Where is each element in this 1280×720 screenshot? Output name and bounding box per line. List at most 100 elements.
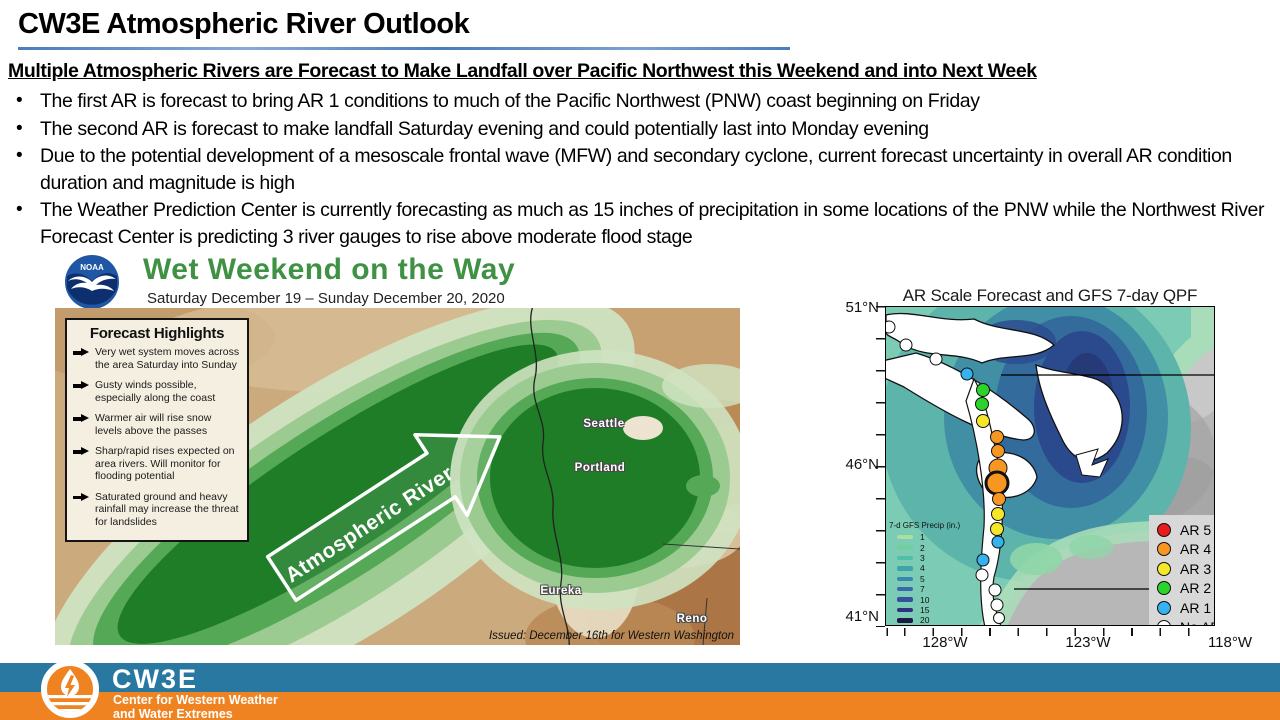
- precip-color-swatch: [897, 576, 913, 581]
- station-dot: [993, 612, 1005, 624]
- arrow-right-icon: [73, 348, 89, 356]
- bullet-item: The second AR is forecast to make landfa…: [14, 116, 1270, 143]
- arrow-right-icon: [73, 414, 89, 422]
- footer-tagline-line1: Center for Western Weather: [113, 693, 278, 707]
- svg-text:NOAA: NOAA: [80, 263, 104, 272]
- noaa-forecast-graphic: NOAA Wet Weekend on the Way Saturday Dec…: [55, 253, 740, 645]
- footer-tagline-line2: and Water Extremes: [113, 706, 233, 720]
- precip-legend-row: 3: [889, 553, 981, 563]
- precip-legend-row: 7: [889, 584, 981, 594]
- station-dot: [976, 553, 990, 567]
- arrow-right-icon: [73, 381, 89, 389]
- lat-label-51n: 51°N: [845, 299, 879, 316]
- station-dot: [976, 383, 990, 397]
- lon-label-118w: 118°W: [1207, 634, 1253, 651]
- highlight-item: Saturated ground and heavy rainfall may …: [73, 491, 241, 529]
- bullet-item: Due to the potential development of a me…: [14, 143, 1270, 196]
- footer-org-name: CW3E: [112, 664, 199, 694]
- ar-legend-row: AR 2: [1157, 579, 1214, 599]
- highlights-list: Very wet system moves across the area Sa…: [73, 346, 241, 528]
- precip-color-swatch: [897, 534, 913, 540]
- highlight-item: Sharp/rapid rises expected on area river…: [73, 445, 241, 483]
- ar-station-dots: [886, 307, 1214, 625]
- precip-legend-row: 2: [889, 542, 981, 553]
- station-dot: [975, 397, 989, 411]
- precip-legend-row: 15: [889, 605, 981, 615]
- precip-color-swatch: [897, 607, 913, 613]
- station-dot: [991, 535, 1005, 549]
- ar-legend-row: AR 1: [1157, 598, 1214, 618]
- precip-color-swatch: [897, 597, 913, 602]
- station-dot: [990, 522, 1004, 536]
- precip-legend-row: 10: [889, 594, 981, 605]
- ar-legend-row: AR 4: [1157, 540, 1214, 560]
- ar-scale-map-figure: AR Scale Forecast and GFS 7-day QPF 51°N…: [845, 286, 1265, 668]
- ar-scale-legend: AR 5 AR 4 AR 3 AR 2 AR 1: [1149, 515, 1214, 625]
- highlight-item: Very wet system moves across the area Sa…: [73, 346, 241, 371]
- highlight-item: Warmer air will rise snow levels above t…: [73, 412, 241, 437]
- ar-legend-dot-icon: [1157, 561, 1171, 576]
- arrow-right-icon: [73, 447, 89, 455]
- footer-blue-bar: [0, 663, 1280, 692]
- precip-legend-row: 1: [889, 532, 981, 542]
- ar-qpf-map: 7-d GFS Precip (in.) 1 2 3: [885, 306, 1215, 626]
- precip-color-swatch: [897, 566, 913, 571]
- lon-label-123w: 123°W: [1065, 634, 1111, 651]
- precip-legend-title: 7-d GFS Precip (in.): [889, 521, 961, 530]
- highlights-title: Forecast Highlights: [89, 325, 225, 342]
- cw3e-logo-icon: [41, 660, 99, 718]
- station-dot: [991, 507, 1005, 521]
- footer-tagline: Center for Western Weather and Water Ext…: [113, 693, 278, 720]
- highlight-item: Gusty winds possible, especially along t…: [73, 379, 241, 404]
- footer-orange-bar: [0, 692, 1280, 720]
- station-dot: [975, 568, 989, 582]
- ar-legend-dot-icon: [1157, 600, 1171, 615]
- longitude-ticks: [885, 628, 1215, 636]
- arrow-right-icon: [73, 492, 89, 501]
- noaa-logo-icon: NOAA: [65, 255, 119, 309]
- lat-label-46n: 46°N: [845, 456, 879, 473]
- precip-legend: 7-d GFS Precip (in.) 1 2 3: [889, 521, 981, 625]
- station-dot: [988, 583, 1002, 597]
- lat-label-41n: 41°N: [845, 608, 879, 625]
- station-dot: [929, 352, 943, 366]
- ar-legend-dot-icon: [1157, 581, 1171, 596]
- station-dot: [991, 444, 1005, 458]
- page-title: CW3E Atmospheric River Outlook: [18, 8, 470, 40]
- station-dot: [886, 320, 896, 334]
- precip-color-swatch: [897, 545, 913, 550]
- ar-legend-row: No AR: [1157, 618, 1214, 625]
- noaa-graphic-dates: Saturday December 19 – Sunday December 2…: [147, 290, 505, 307]
- forecast-highlights-box: Forecast Highlights Very wet system move…: [65, 318, 249, 542]
- precip-legend-row: 5: [889, 574, 981, 584]
- precip-color-swatch: [897, 586, 913, 592]
- ar-legend-row: AR 3: [1157, 559, 1214, 579]
- ar-legend-row: AR 5: [1157, 520, 1214, 540]
- station-dot: [992, 492, 1006, 506]
- slide-subtitle: Multiple Atmospheric Rivers are Forecast…: [8, 60, 1037, 82]
- station-dot: [899, 338, 913, 352]
- station-dot: [960, 367, 974, 381]
- precip-forecast-map: Atmospheric River Forecast Highlights Ve…: [55, 308, 740, 645]
- precip-color-swatch: [897, 618, 913, 623]
- ar-legend-dot-icon: [1157, 542, 1171, 557]
- lon-label-128w: 128°W: [922, 634, 968, 651]
- bullet-list: The first AR is forecast to bring AR 1 c…: [14, 88, 1270, 251]
- precip-color-swatch: [897, 555, 913, 561]
- bullet-item: The first AR is forecast to bring AR 1 c…: [14, 88, 1270, 115]
- precip-legend-rows: 1 2 3 4 5: [889, 532, 981, 625]
- footer: CW3E Center for Western Weather and Wate…: [0, 660, 1280, 720]
- latitude-ticks: [876, 306, 885, 627]
- station-dot: [976, 414, 990, 428]
- precip-legend-row: 20: [889, 615, 981, 625]
- bullet-item: The Weather Prediction Center is current…: [14, 197, 1270, 250]
- station-dot: [984, 470, 1010, 496]
- ar-map-title: AR Scale Forecast and GFS 7-day QPF: [902, 286, 1198, 305]
- station-dot: [990, 430, 1004, 444]
- station-dot: [990, 598, 1004, 612]
- ar-legend-dot-icon: [1157, 522, 1171, 537]
- title-underline: [18, 47, 790, 50]
- noaa-graphic-title: Wet Weekend on the Way: [143, 253, 516, 286]
- precip-legend-row: 4: [889, 563, 981, 573]
